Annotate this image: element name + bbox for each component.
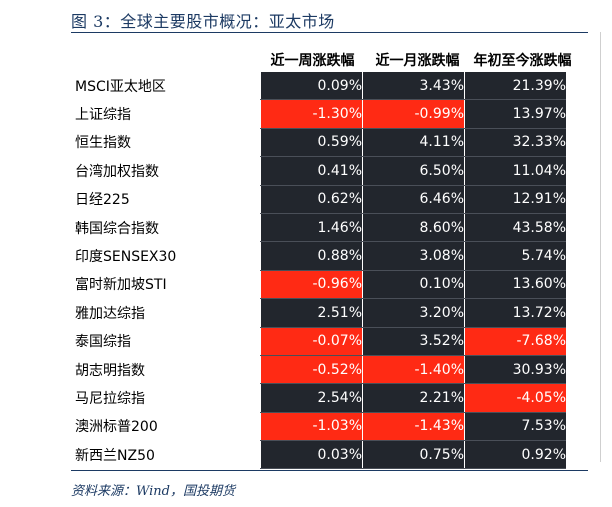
ytd-change-cell: 13.97% <box>464 99 566 129</box>
monthly-change-cell: -0.99% <box>362 99 465 129</box>
ytd-change-cell: 13.60% <box>464 270 566 300</box>
index-name: 韩国综合指数 <box>75 220 159 237</box>
monthly-change-cell: 0.75% <box>362 440 465 470</box>
header-weekly-change: 近一周涨跌幅 <box>270 53 355 69</box>
weekly-change-cell: -0.07% <box>260 327 363 356</box>
index-name: 恒生指数 <box>75 135 131 152</box>
header-monthly-change: 近一月涨跌幅 <box>375 53 460 69</box>
ytd-change-cell: -7.68% <box>464 327 566 356</box>
market-table: MSCI亚太地区 0.09% 3.43% 21.39% 上证综指 -1.30% -0.99%… <box>75 72 566 470</box>
monthly-change-cell: 3.52% <box>362 327 465 356</box>
weekly-change-cell: -1.03% <box>260 412 363 442</box>
index-name: 上证综指 <box>75 107 131 124</box>
ytd-change-cell: 30.93% <box>464 355 566 385</box>
table-row: 日经225 0.62% 6.46% 12.91% <box>75 185 566 214</box>
monthly-change-cell: 4.11% <box>362 128 465 158</box>
ytd-change-cell: 12.91% <box>464 185 566 214</box>
index-name: 印度SENSEX30 <box>75 249 177 266</box>
table-row: MSCI亚太地区 0.09% 3.43% 21.39% <box>75 72 566 101</box>
ytd-change-cell: -4.05% <box>464 383 566 413</box>
table-row: 澳洲标普200 -1.03% -1.43% 7.53% <box>75 412 566 442</box>
table-row: 新西兰NZ50 0.03% 0.75% 0.92% <box>75 440 566 470</box>
ytd-change-cell: 43.58% <box>464 213 566 243</box>
index-name: 富时新加坡STI <box>75 277 167 294</box>
index-name: 泰国综指 <box>75 334 131 351</box>
table-row: 马尼拉综指 2.54% 2.21% -4.05% <box>75 383 566 413</box>
weekly-change-cell: 0.03% <box>260 440 363 470</box>
table-row: 韩国综合指数 1.46% 8.60% 43.58% <box>75 213 566 243</box>
monthly-change-cell: 6.50% <box>362 156 465 186</box>
weekly-change-cell: 0.09% <box>260 72 363 101</box>
monthly-change-cell: 3.20% <box>362 298 465 328</box>
index-name: 雅加达综指 <box>75 305 145 322</box>
monthly-change-cell: 3.43% <box>362 72 465 101</box>
weekly-change-cell: 0.88% <box>260 241 363 271</box>
table-row: 泰国综指 -0.07% 3.52% -7.68% <box>75 327 566 356</box>
figure-title: 图 3：全球主要股市概况：亚太市场 <box>71 12 335 31</box>
table-row: 台湾加权指数 0.41% 6.50% 11.04% <box>75 156 566 186</box>
ytd-change-cell: 7.53% <box>464 412 566 442</box>
index-name: 胡志明指数 <box>75 362 145 379</box>
ytd-change-cell: 21.39% <box>464 72 566 101</box>
weekly-change-cell: 0.41% <box>260 156 363 186</box>
weekly-change-cell: 0.59% <box>260 128 363 158</box>
table-row: 印度SENSEX30 0.88% 3.08% 5.74% <box>75 241 566 271</box>
monthly-change-cell: 2.21% <box>362 383 465 413</box>
index-name: MSCI亚太地区 <box>75 78 166 95</box>
ytd-change-cell: 0.92% <box>464 440 566 470</box>
monthly-change-cell: 8.60% <box>362 213 465 243</box>
monthly-change-cell: 6.46% <box>362 185 465 214</box>
index-name: 日经225 <box>75 192 130 209</box>
weekly-change-cell: -0.96% <box>260 270 363 300</box>
ytd-change-cell: 32.33% <box>464 128 566 158</box>
index-name: 马尼拉综指 <box>75 390 145 407</box>
table-row: 上证综指 -1.30% -0.99% 13.97% <box>75 99 566 129</box>
index-name: 新西兰NZ50 <box>75 447 155 464</box>
ytd-change-cell: 13.72% <box>464 298 566 328</box>
monthly-change-cell: 3.08% <box>362 241 465 271</box>
table-row: 雅加达综指 2.51% 3.20% 13.72% <box>75 298 566 328</box>
monthly-change-cell: 0.10% <box>362 270 465 300</box>
table-row: 胡志明指数 -0.52% -1.40% 30.93% <box>75 355 566 385</box>
source-note: 资料来源：Wind，国投期货 <box>71 484 235 499</box>
weekly-change-cell: 1.46% <box>260 213 363 243</box>
page-edge-rule <box>600 32 601 462</box>
title-divider <box>71 32 588 33</box>
ytd-change-cell: 11.04% <box>464 156 566 186</box>
weekly-change-cell: 2.54% <box>260 383 363 413</box>
table-header: 近一周涨跌幅 近一月涨跌幅 年初至今涨跌幅 <box>260 50 575 72</box>
table-row: 恒生指数 0.59% 4.11% 32.33% <box>75 128 566 158</box>
weekly-change-cell: 2.51% <box>260 298 363 328</box>
weekly-change-cell: 0.62% <box>260 185 363 214</box>
weekly-change-cell: -1.30% <box>260 99 363 129</box>
table-row: 富时新加坡STI -0.96% 0.10% 13.60% <box>75 270 566 300</box>
ytd-change-cell: 5.74% <box>464 241 566 271</box>
monthly-change-cell: -1.40% <box>362 355 465 385</box>
weekly-change-cell: -0.52% <box>260 355 363 385</box>
index-name: 台湾加权指数 <box>75 163 159 180</box>
monthly-change-cell: -1.43% <box>362 412 465 442</box>
index-name: 澳洲标普200 <box>75 419 158 436</box>
bottom-divider <box>71 470 588 471</box>
header-ytd-change: 年初至今涨跌幅 <box>473 53 572 69</box>
